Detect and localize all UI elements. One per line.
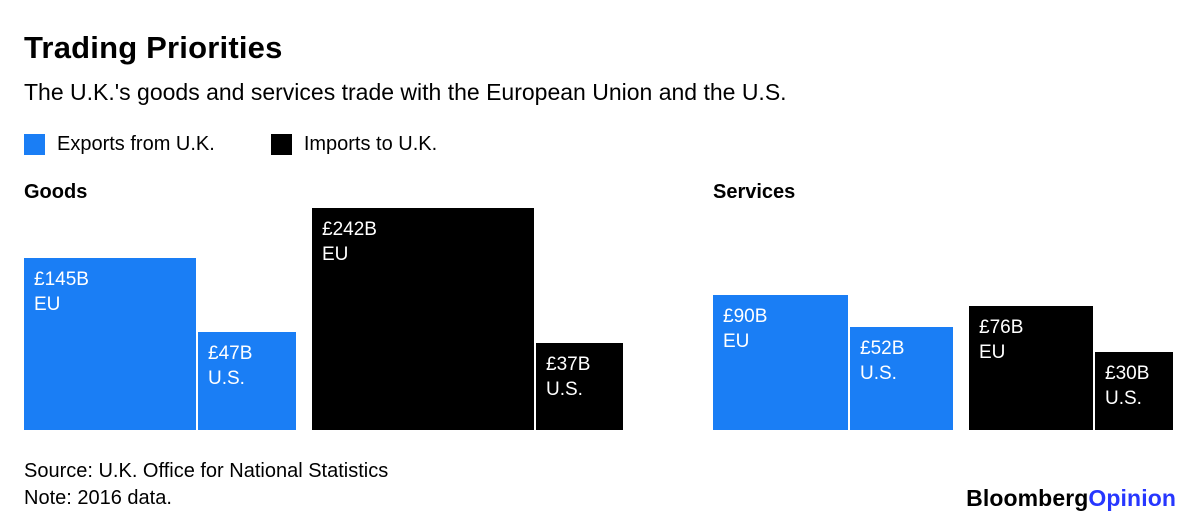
brand-product: Opinion [1088, 485, 1176, 511]
bar-value: £242B [322, 219, 377, 240]
note-text: Note: 2016 data. [24, 487, 172, 509]
legend-label-imports: Imports to U.K. [303, 133, 438, 155]
bar-region: U.S. [860, 363, 897, 385]
bar-label: £76B EU [979, 315, 1089, 365]
legend-item-exports: Exports from U.K. [24, 133, 215, 156]
bar-value: £76B [979, 317, 1024, 338]
bar-services-exports-eu: £90B EU [713, 295, 848, 430]
bar-label: £52B U.S. [860, 336, 949, 386]
bar-label: £90B EU [723, 304, 844, 354]
bar-services-imports-eu: £76B EU [969, 306, 1093, 430]
bar-value: £90B [723, 306, 768, 327]
bar-label: £145B EU [34, 267, 192, 317]
bar-value: £52B [860, 338, 905, 359]
legend-swatch-imports [270, 134, 292, 155]
bar-region: EU [979, 342, 1006, 364]
legend: Exports from U.K. Imports to U.K. [24, 133, 493, 156]
group-label-goods: Goods [24, 181, 88, 203]
legend-item-imports: Imports to U.K. [270, 133, 438, 156]
bar-value: £47B [208, 343, 253, 364]
legend-swatch-exports [24, 134, 45, 155]
bar-region: U.S. [1105, 388, 1142, 410]
page-title: Trading Priorities [24, 30, 283, 65]
brand-name: Bloomberg [966, 485, 1089, 511]
chart-subtitle: The U.K.'s goods and services trade with… [24, 79, 787, 105]
bloomberg-opinion-logo: BloombergOpinion [966, 485, 1176, 512]
bar-region: U.S. [546, 379, 583, 401]
bar-goods-exports-eu: £145B EU [24, 258, 196, 430]
source-text: Source: U.K. Office for National Statist… [24, 460, 389, 482]
bar-region: EU [34, 294, 61, 316]
bar-goods-exports-us: £47B U.S. [198, 332, 296, 430]
bar-group-goods: £145B EU £47B U.S. £242B EU £37B U.S. [24, 208, 623, 430]
bar-region: U.S. [208, 368, 245, 390]
legend-label-exports: Exports from U.K. [57, 133, 215, 155]
bar-label: £242B EU [322, 217, 530, 267]
bar-services-exports-us: £52B U.S. [850, 327, 953, 430]
bar-label: £47B U.S. [208, 341, 292, 391]
bar-value: £30B [1105, 363, 1150, 384]
bar-goods-imports-eu: £242B EU [312, 208, 534, 430]
bar-services-imports-us: £30B U.S. [1095, 352, 1173, 430]
bar-value: £145B [34, 269, 89, 290]
bar-value: £37B [546, 354, 591, 375]
bar-region: EU [322, 244, 349, 266]
bar-label: £37B U.S. [546, 352, 619, 402]
bar-goods-imports-us: £37B U.S. [536, 343, 623, 430]
bar-region: EU [723, 331, 750, 353]
bar-label: £30B U.S. [1105, 361, 1169, 411]
group-label-services: Services [713, 181, 796, 203]
bar-group-services: £90B EU £52B U.S. £76B EU £30B U.S. [713, 208, 1173, 430]
